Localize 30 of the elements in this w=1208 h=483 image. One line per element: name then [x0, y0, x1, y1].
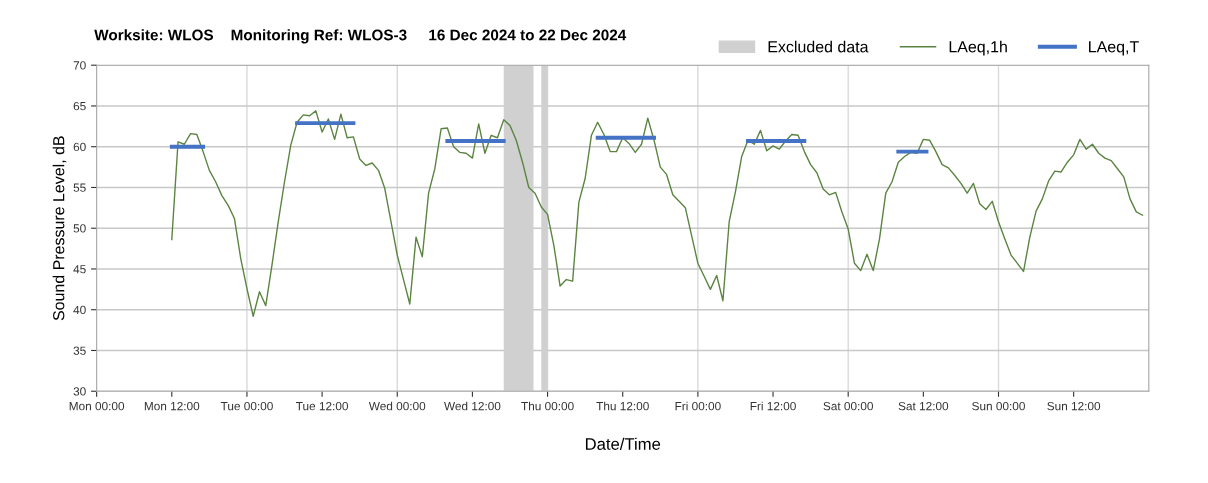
x-tick-label: Mon 12:00	[144, 401, 200, 411]
y-tick-label: 30	[73, 387, 86, 396]
x-tick-label: Sun 00:00	[972, 401, 1025, 411]
x-tick-label: Mon 00:00	[69, 401, 125, 411]
x-tick-label: Wed 12:00	[444, 401, 501, 411]
legend-label: Excluded data	[768, 40, 869, 53]
x-tick-label: Thu 00:00	[521, 401, 574, 411]
x-tick-label: Sat 12:00	[898, 401, 949, 411]
y-axis-title: Sound Pressure Level, dB	[52, 136, 67, 321]
line-series	[171, 110, 1144, 317]
y-tick-label: 50	[73, 224, 86, 233]
x-tick-label: Thu 12:00	[596, 401, 649, 411]
x-tick-label: Fri 00:00	[675, 401, 721, 411]
chart-title: Worksite: WLOS Monitoring Ref: WLOS-3 16 Dec 2024 to 22 Dec 2024	[94, 29, 627, 44]
y-tick-label: 65	[73, 101, 86, 111]
x-tick-label: Sun 12:00	[1047, 401, 1101, 411]
x-tick-label: Wed 00:00	[368, 401, 426, 411]
y-tick-label: 60	[73, 142, 86, 152]
x-axis-title: Date/Time	[585, 437, 661, 450]
x-tick-label: Fri 12:00	[750, 401, 796, 411]
y-tick-label: 35	[73, 346, 86, 355]
legend-label: LAeq,T	[1089, 41, 1139, 56]
y-tick-label: 45	[73, 265, 86, 274]
legend-label: LAeq,1h	[949, 40, 1007, 56]
y-tick-label: 40	[73, 305, 86, 315]
y-tick-label: 70	[73, 61, 86, 70]
x-tick-label: Tue 12:00	[296, 401, 349, 411]
x-tick-label: Sat 00:00	[823, 401, 873, 411]
x-tick-label: Tue 00:00	[220, 401, 273, 411]
y-tick-label: 55	[73, 183, 86, 192]
